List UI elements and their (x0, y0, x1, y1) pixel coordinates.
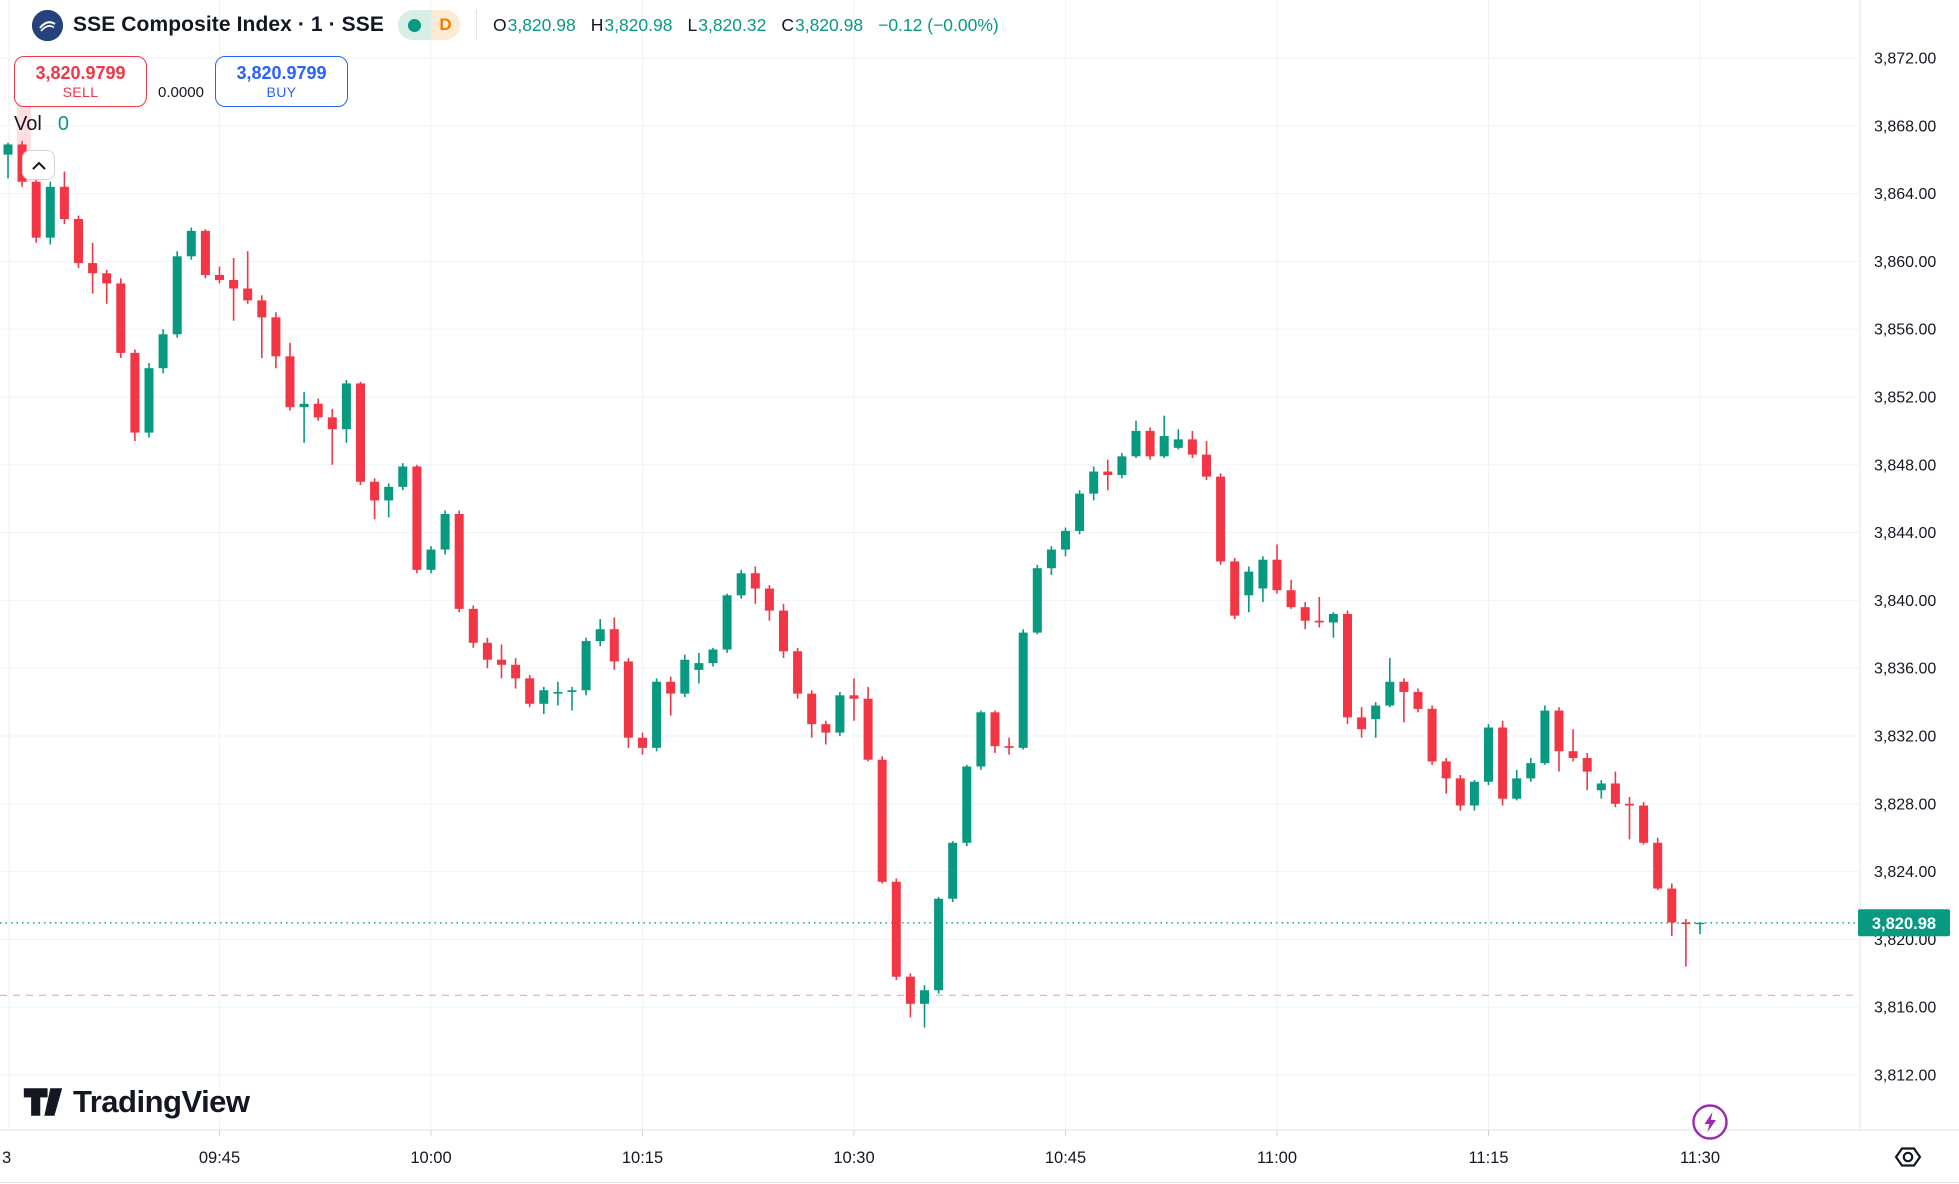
buy-button[interactable]: 3,820.9799 BUY (215, 56, 348, 107)
flash-order-button[interactable] (1691, 1103, 1729, 1146)
symbol-title[interactable]: SSE Composite Index · 1 · SSE (73, 13, 384, 36)
svg-text:11:30: 11:30 (1680, 1149, 1720, 1167)
buy-price: 3,820.9799 (236, 63, 327, 84)
buy-label: BUY (266, 83, 297, 100)
chart-header: SSE Composite Index · 1 · SSE D O 3,820.9… (32, 8, 999, 42)
time-axis-labels[interactable]: 3 09:45 10:00 10:15 10:30 10:45 11:00 11:15 11:3… (2, 1130, 1720, 1167)
legend-open: O 3,820.98 (492, 14, 576, 35)
svg-text:3,820.98: 3,820.98 (1872, 915, 1936, 933)
svg-text:3,816.00: 3,816.00 (1874, 1000, 1936, 1017)
svg-text:10:45: 10:45 (1045, 1149, 1086, 1167)
svg-text:3,844.00: 3,844.00 (1874, 525, 1936, 542)
svg-text:3,860.00: 3,860.00 (1874, 254, 1936, 271)
svg-text:3,856.00: 3,856.00 (1874, 322, 1936, 339)
svg-text:3,828.00: 3,828.00 (1874, 796, 1936, 813)
volume-value: 0 (57, 113, 69, 135)
market-open-dot-icon (407, 18, 421, 32)
header-divider (475, 10, 477, 40)
lightning-icon (1692, 1104, 1728, 1140)
svg-text:3,848.00: 3,848.00 (1874, 457, 1936, 474)
grid-layer (0, 0, 1860, 1130)
price-axis-labels[interactable]: 3,872.00 3,868.00 3,864.00 3,860.00 3,856.00… (1874, 51, 1936, 1085)
svg-text:3,868.00: 3,868.00 (1874, 118, 1936, 135)
symbol-logo[interactable] (32, 9, 63, 41)
legend-low: L 3,820.32 (687, 14, 767, 35)
price-scale-settings-button[interactable] (1893, 1142, 1923, 1177)
collapse-panel-button[interactable] (22, 150, 55, 180)
tradingview-logo-icon (23, 1088, 63, 1116)
tradingview-logo-text: TradingView (73, 1084, 250, 1119)
sell-label: SELL (62, 83, 99, 100)
legend-change: −0.12 (−0.00%) (878, 14, 999, 35)
svg-text:11:15: 11:15 (1468, 1149, 1508, 1167)
svg-text:3,824.00: 3,824.00 (1874, 864, 1936, 881)
svg-text:11:00: 11:00 (1257, 1149, 1297, 1167)
trade-panel: 3,820.9799 SELL 0.0000 3,820.9799 BUY (14, 56, 348, 107)
interval-letter: D (430, 10, 460, 40)
sell-button[interactable]: 3,820.9799 SELL (14, 56, 147, 107)
svg-text:3,852.00: 3,852.00 (1874, 390, 1936, 407)
legend-close: C 3,820.98 (781, 14, 864, 35)
svg-text:3,864.00: 3,864.00 (1874, 186, 1936, 203)
svg-text:3,836.00: 3,836.00 (1874, 661, 1936, 678)
candles-layer (3, 141, 1705, 1028)
ohlc-legend: O 3,820.98 H 3,820.98 L 3,820.32 C 3,820.98 … (493, 15, 999, 36)
svg-text:10:15: 10:15 (622, 1149, 663, 1167)
svg-text:10:00: 10:00 (410, 1149, 451, 1167)
last-price-tag: 3,820.98 (1858, 909, 1950, 937)
volume-label[interactable]: Vol (14, 113, 42, 135)
market-status-half (397, 10, 431, 40)
chevron-up-icon (32, 161, 45, 169)
tradingview-watermark[interactable]: TradingView (22, 1084, 250, 1120)
svg-text:3: 3 (2, 1149, 11, 1167)
volume-indicator-row: Vol 0 (14, 113, 69, 136)
settings-nut-icon (1894, 1147, 1922, 1167)
legend-high: H 3,820.98 (590, 14, 673, 35)
svg-text:10:30: 10:30 (833, 1149, 874, 1167)
svg-text:09:45: 09:45 (199, 1149, 240, 1167)
svg-text:3,832.00: 3,832.00 (1874, 729, 1936, 746)
interval-badge[interactable]: D (397, 10, 460, 40)
sell-price: 3,820.9799 (35, 63, 126, 84)
svg-text:3,812.00: 3,812.00 (1874, 1068, 1936, 1085)
spread-value: 0.0000 (158, 84, 204, 101)
svg-text:3,840.00: 3,840.00 (1874, 593, 1936, 610)
svg-text:3,872.00: 3,872.00 (1874, 51, 1936, 68)
